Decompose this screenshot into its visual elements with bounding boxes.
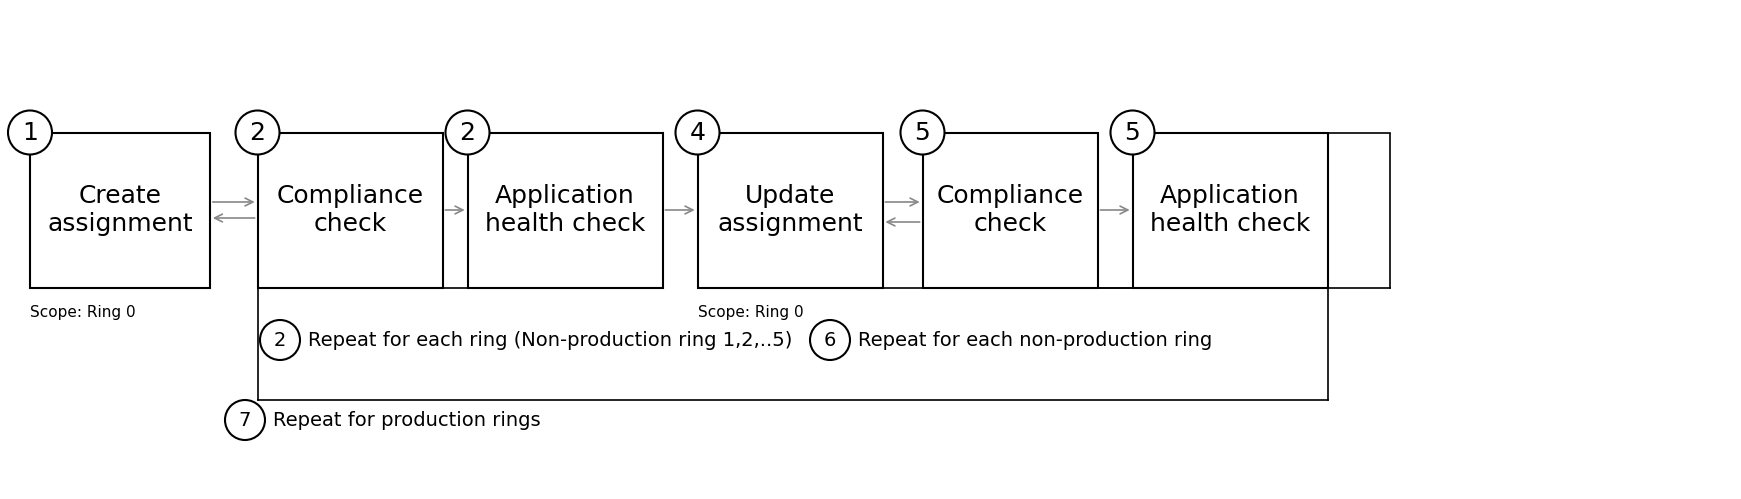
Text: 2: 2: [273, 330, 286, 349]
Text: Repeat for production rings: Repeat for production rings: [273, 411, 541, 430]
Text: 4: 4: [689, 120, 705, 145]
Circle shape: [676, 110, 719, 155]
Circle shape: [235, 110, 280, 155]
FancyBboxPatch shape: [30, 133, 211, 287]
FancyBboxPatch shape: [923, 133, 1097, 287]
Circle shape: [446, 110, 489, 155]
Text: Compliance
check: Compliance check: [937, 184, 1083, 236]
Text: 2: 2: [249, 120, 265, 145]
Circle shape: [9, 110, 52, 155]
Circle shape: [225, 400, 265, 440]
Text: 5: 5: [1125, 120, 1140, 145]
Text: Application
health check: Application health check: [484, 184, 646, 236]
FancyBboxPatch shape: [258, 133, 442, 287]
FancyBboxPatch shape: [1132, 133, 1327, 287]
Text: Compliance
check: Compliance check: [277, 184, 423, 236]
Circle shape: [1111, 110, 1154, 155]
Circle shape: [810, 320, 850, 360]
Text: 7: 7: [239, 411, 251, 430]
FancyBboxPatch shape: [468, 133, 663, 287]
Text: Application
health check: Application health check: [1149, 184, 1311, 236]
Circle shape: [900, 110, 945, 155]
Text: Scope: Ring 0: Scope: Ring 0: [698, 305, 803, 320]
Text: Create
assignment: Create assignment: [47, 184, 193, 236]
Text: Repeat for each ring (Non-production ring 1,2,..5): Repeat for each ring (Non-production rin…: [308, 330, 792, 349]
Circle shape: [259, 320, 299, 360]
Text: Scope: Ring 0: Scope: Ring 0: [30, 305, 136, 320]
Text: 2: 2: [460, 120, 475, 145]
Text: 6: 6: [823, 330, 836, 349]
FancyBboxPatch shape: [698, 133, 883, 287]
Text: 1: 1: [23, 120, 38, 145]
Text: Update
assignment: Update assignment: [717, 184, 864, 236]
Text: 5: 5: [914, 120, 930, 145]
Text: Repeat for each non-production ring: Repeat for each non-production ring: [858, 330, 1212, 349]
